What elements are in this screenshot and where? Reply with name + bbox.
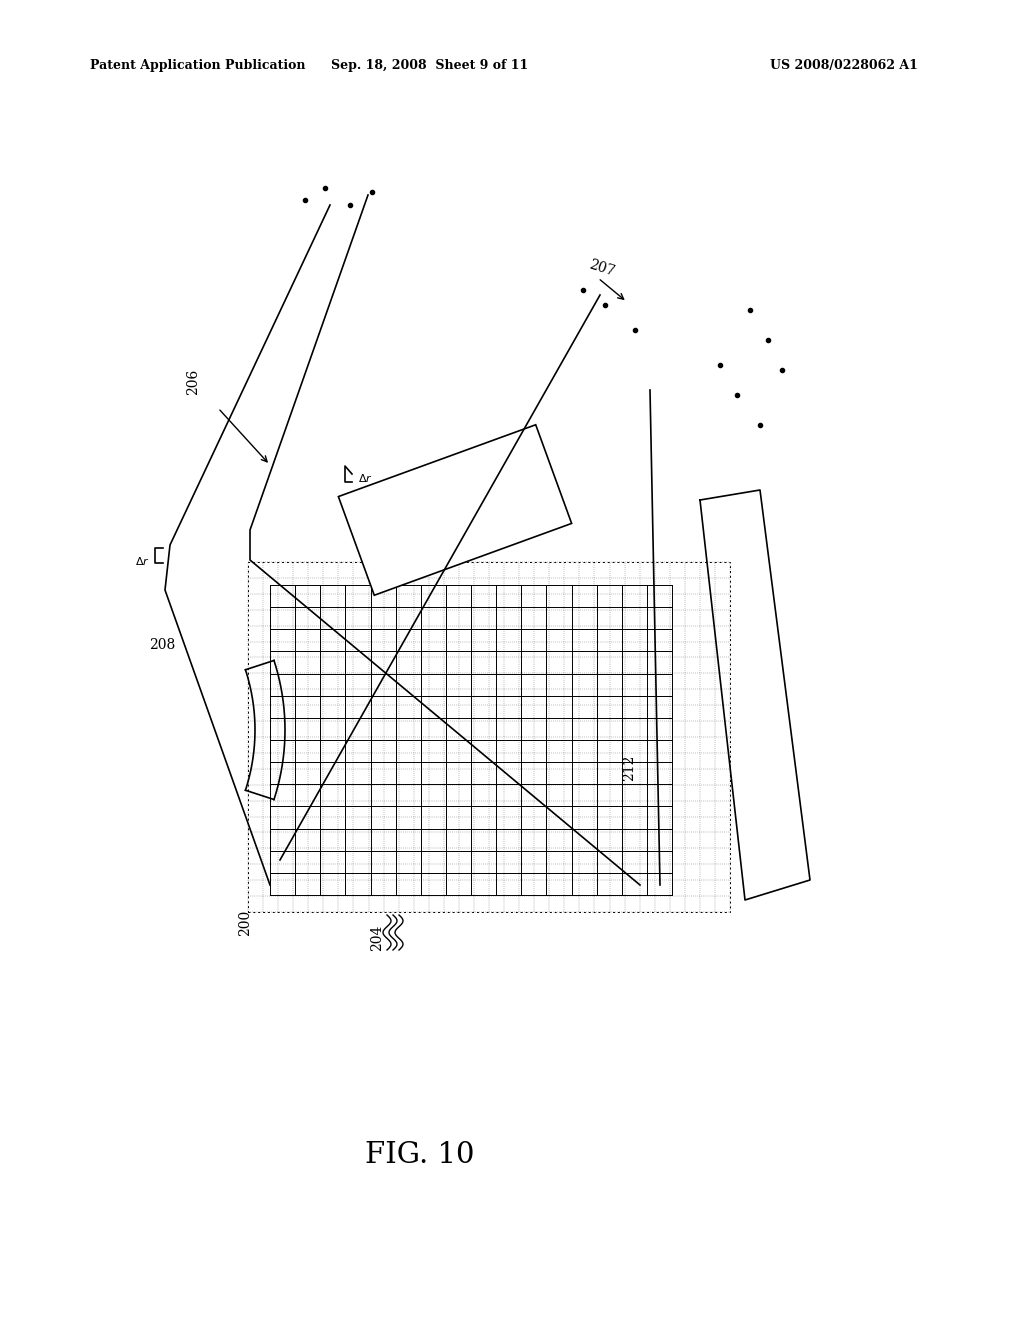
Bar (248, 562, 730, 912)
Text: $\Delta r$: $\Delta r$ (358, 473, 373, 484)
Text: 208: 208 (148, 638, 175, 652)
Text: 207: 207 (587, 257, 616, 279)
Text: Patent Application Publication: Patent Application Publication (90, 58, 305, 71)
Text: 212: 212 (622, 755, 636, 781)
Text: 204: 204 (370, 925, 384, 952)
Text: US 2008/0228062 A1: US 2008/0228062 A1 (770, 58, 918, 71)
Text: 200: 200 (238, 909, 252, 936)
Text: Sep. 18, 2008  Sheet 9 of 11: Sep. 18, 2008 Sheet 9 of 11 (332, 58, 528, 71)
Text: FIG. 10: FIG. 10 (366, 1140, 475, 1170)
Text: 206: 206 (186, 368, 200, 395)
Text: $\Delta r$: $\Delta r$ (135, 554, 150, 568)
Polygon shape (338, 425, 571, 595)
